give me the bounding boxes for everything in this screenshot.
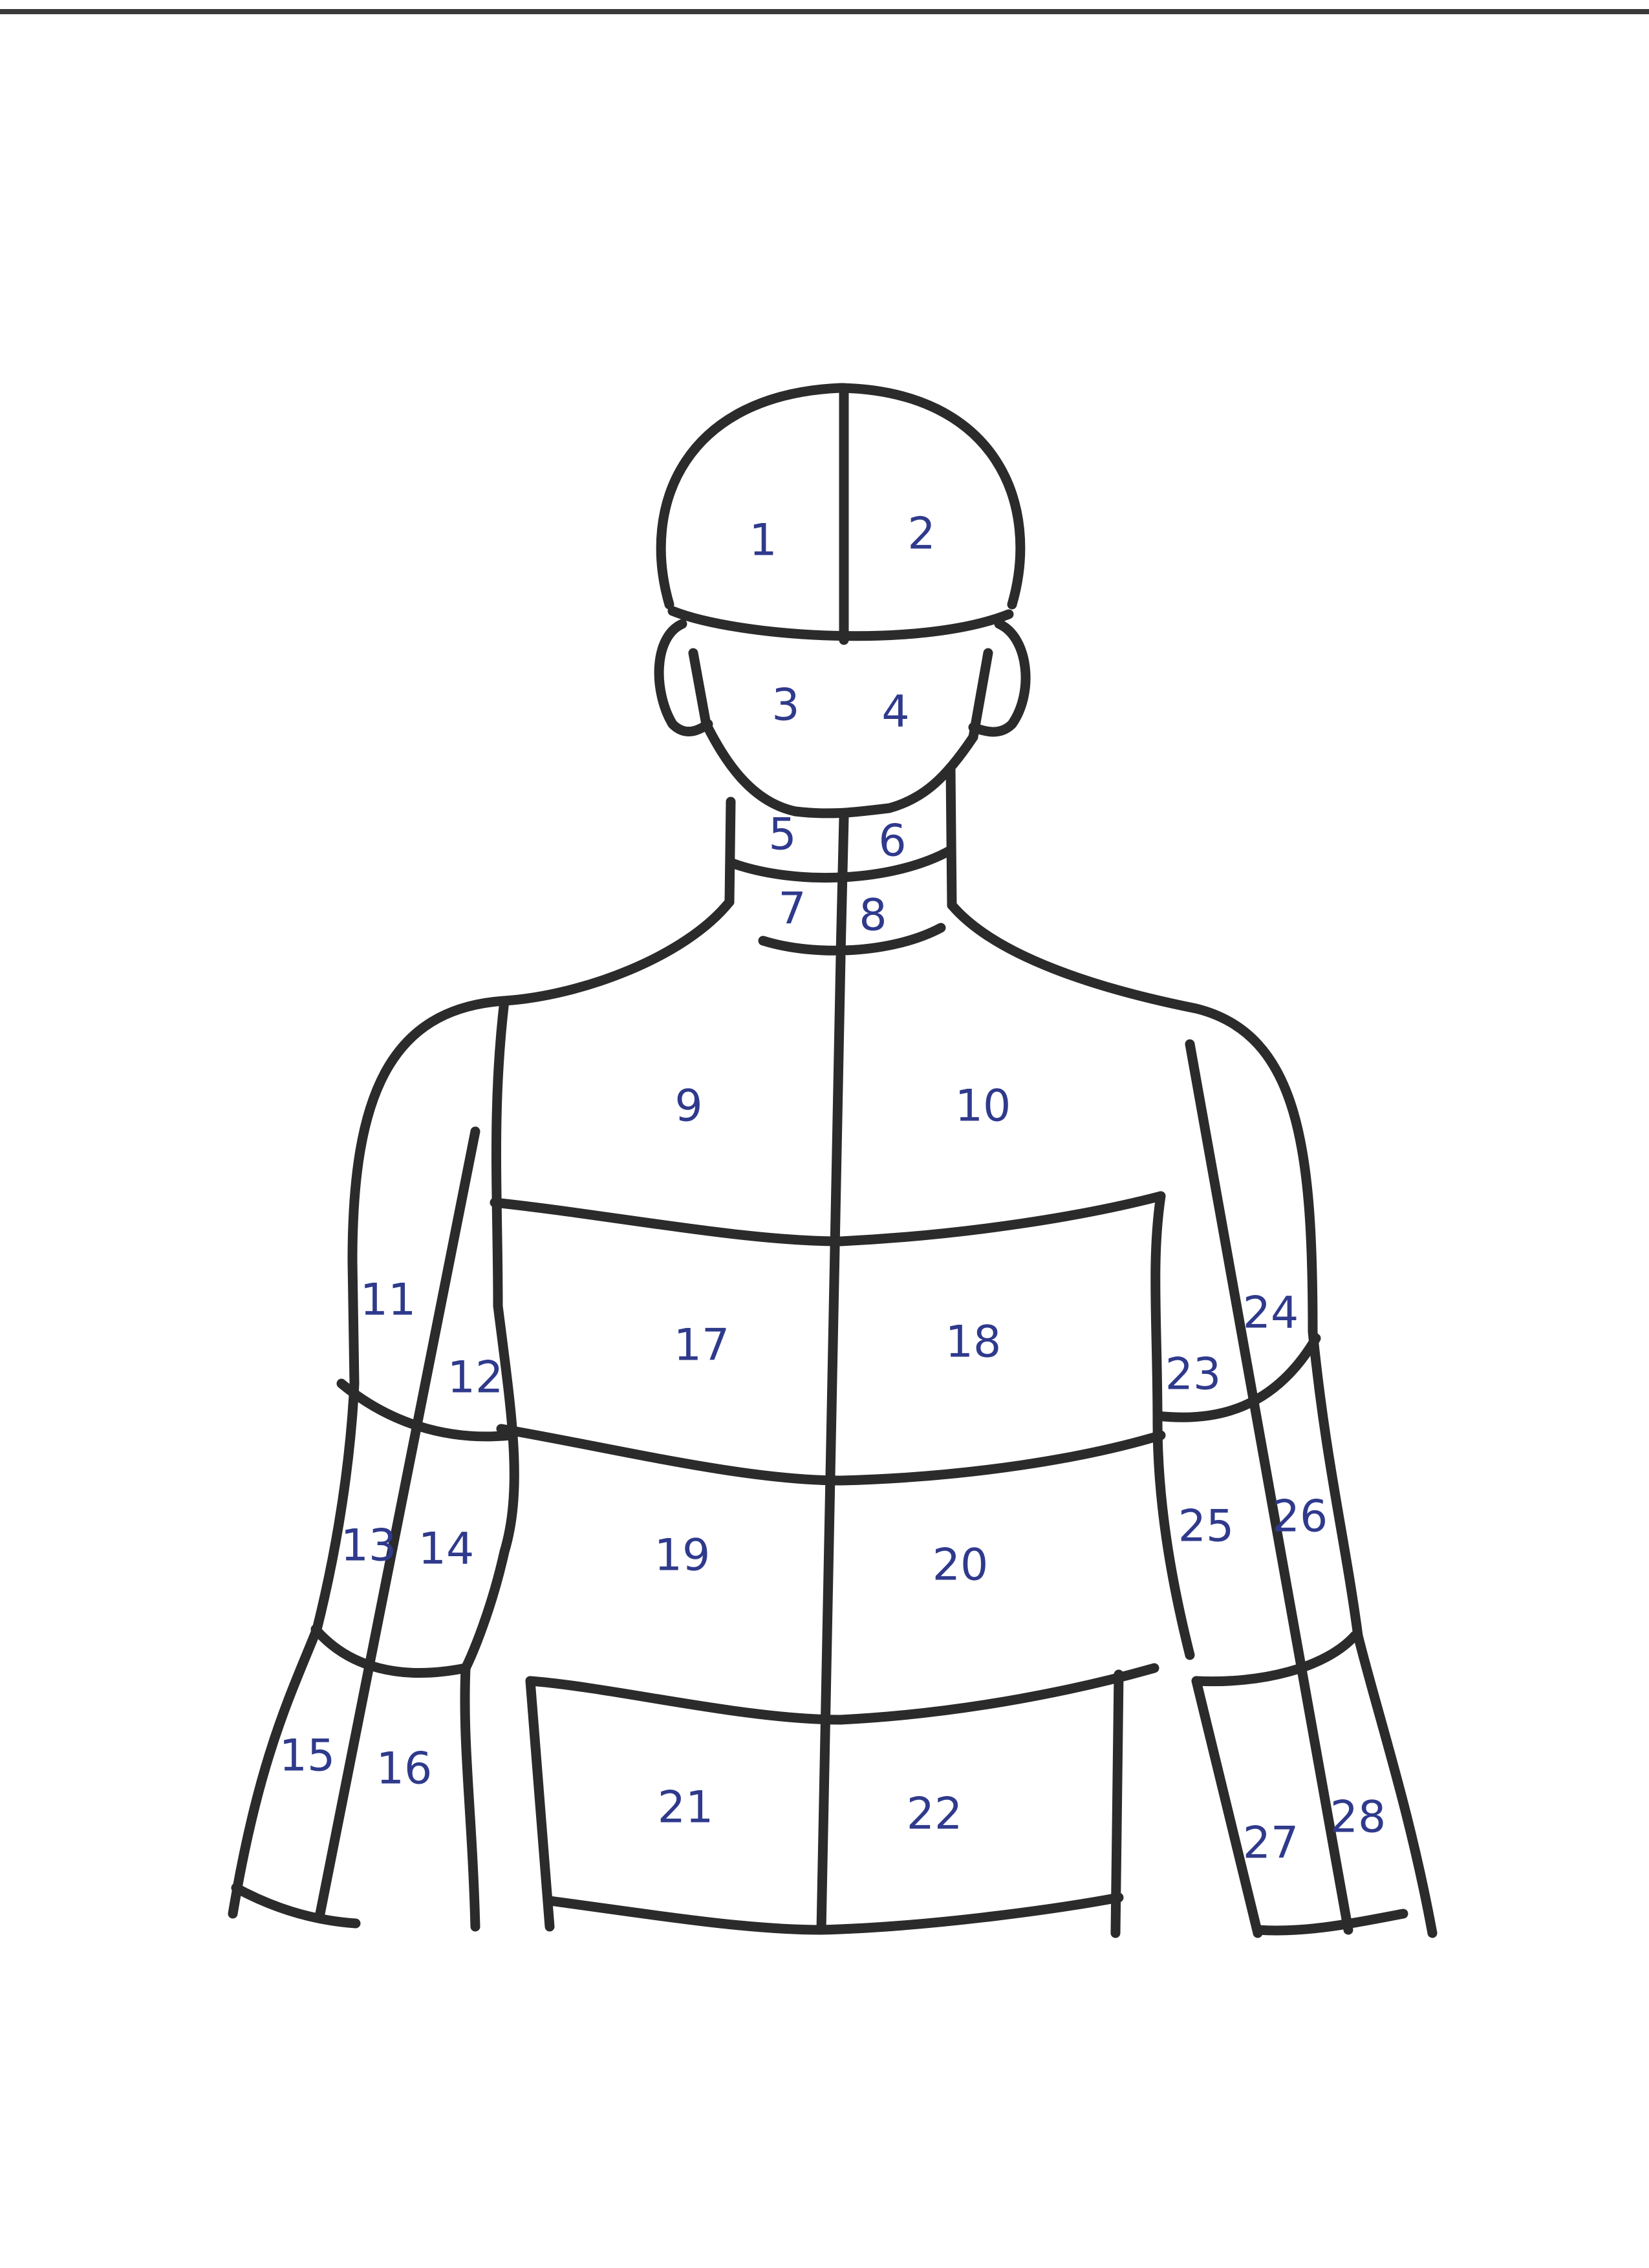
region-21-label: 21 bbox=[658, 1782, 714, 1834]
region-7-label: 7 bbox=[778, 884, 806, 935]
waist-band-lower bbox=[525, 1663, 1159, 1725]
left-shoulder-and-arm bbox=[228, 897, 735, 1919]
lower-torso-left bbox=[525, 1676, 555, 1932]
region-4-label: 4 bbox=[881, 687, 909, 738]
region-26-label: 26 bbox=[1272, 1492, 1328, 1543]
region-15-label: 15 bbox=[279, 1731, 336, 1782]
left-elbow-band bbox=[310, 1624, 471, 1678]
region-labels: 1 2 3 4 5 6 7 8 9 10 11 12 13 14 15 16 1… bbox=[279, 509, 1386, 1869]
right-forearm-outer bbox=[1191, 1676, 1263, 1938]
right-inner-arm-line bbox=[1185, 1039, 1353, 1935]
left-forearm-inner bbox=[460, 1663, 480, 1932]
brow-line bbox=[667, 606, 1014, 641]
neck-band-lower bbox=[758, 923, 946, 956]
neck-left bbox=[724, 797, 736, 907]
region-9-label: 9 bbox=[674, 1081, 702, 1132]
region-20-label: 20 bbox=[932, 1540, 989, 1591]
region-12-label: 12 bbox=[447, 1353, 504, 1404]
region-14-label: 14 bbox=[418, 1524, 475, 1575]
face-right-side bbox=[968, 648, 993, 742]
region-16-label: 16 bbox=[376, 1744, 433, 1795]
jaw-line bbox=[701, 719, 978, 818]
face-left-side bbox=[688, 648, 711, 729]
region-18-label: 18 bbox=[945, 1317, 1002, 1368]
region-6-label: 6 bbox=[878, 816, 906, 867]
region-22-label: 22 bbox=[907, 1789, 963, 1840]
region-5-label: 5 bbox=[768, 809, 796, 861]
body-outline bbox=[228, 383, 1438, 1938]
left-ear bbox=[654, 619, 713, 737]
right-wrist-band bbox=[1253, 1909, 1408, 1936]
left-upper-arm-band bbox=[336, 1378, 516, 1442]
region-24-label: 24 bbox=[1243, 1288, 1299, 1339]
region-27-label: 27 bbox=[1243, 1818, 1299, 1869]
right-ear bbox=[968, 619, 1031, 737]
region-28-label: 28 bbox=[1330, 1792, 1386, 1843]
left-inner-arm-line bbox=[315, 1126, 480, 1919]
region-19-label: 19 bbox=[654, 1530, 711, 1581]
region-17-label: 17 bbox=[674, 1320, 730, 1371]
region-25-label: 25 bbox=[1178, 1501, 1234, 1552]
torso-left-side bbox=[460, 996, 519, 1673]
right-elbow-band bbox=[1191, 1631, 1360, 1687]
region-10-label: 10 bbox=[955, 1081, 1011, 1132]
region-8-label: 8 bbox=[859, 890, 887, 941]
region-3-label: 3 bbox=[771, 680, 799, 731]
right-shoulder-and-arm bbox=[947, 900, 1438, 1938]
torso-midline bbox=[816, 952, 846, 1935]
scan-top-edge bbox=[0, 9, 1649, 14]
lower-torso-right bbox=[1110, 1669, 1124, 1938]
neck-midline bbox=[835, 813, 849, 959]
region-1-label: 1 bbox=[749, 515, 777, 566]
chest-band bbox=[490, 1191, 1166, 1246]
region-23-label: 23 bbox=[1165, 1349, 1222, 1400]
left-wrist-band bbox=[231, 1883, 361, 1929]
hip-band bbox=[544, 1892, 1124, 1935]
region-11-label: 11 bbox=[360, 1275, 416, 1326]
neck-right bbox=[945, 764, 957, 910]
region-13-label: 13 bbox=[341, 1521, 397, 1572]
waist-band-upper bbox=[496, 1424, 1166, 1486]
torso-right-side bbox=[1150, 1191, 1195, 1660]
region-2-label: 2 bbox=[907, 509, 935, 560]
right-upper-arm-band bbox=[1152, 1333, 1321, 1422]
